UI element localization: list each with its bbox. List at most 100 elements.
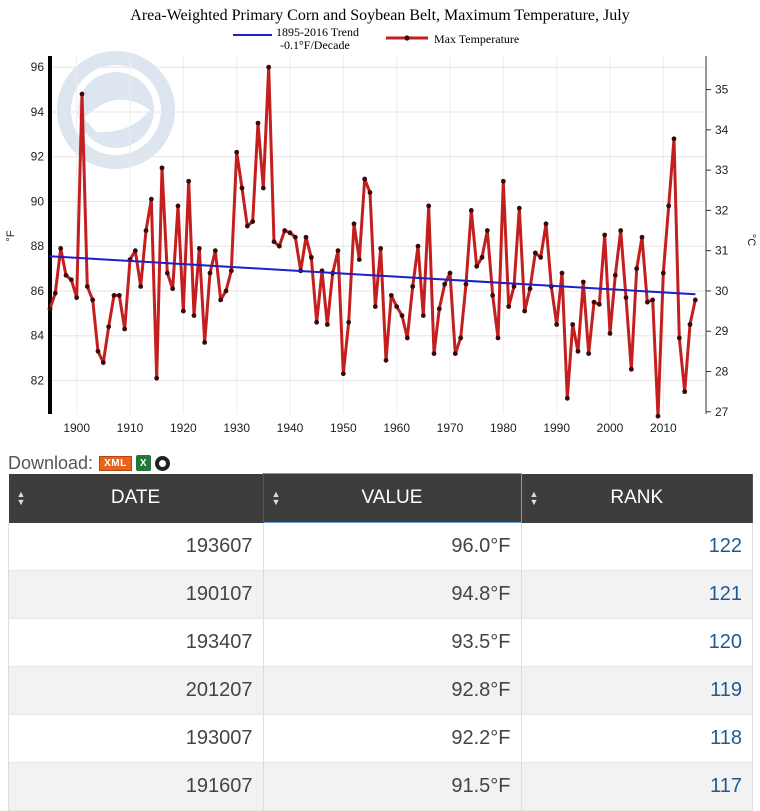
data-point bbox=[244, 223, 250, 229]
date-cell: 201207 bbox=[8, 666, 264, 715]
data-point bbox=[186, 178, 192, 184]
data-point bbox=[362, 176, 368, 182]
temperature-chart: Area-Weighted Primary Corn and Soybean B… bbox=[5, 7, 757, 435]
data-point bbox=[479, 254, 485, 260]
table-row: 191607 91.5°F 117 bbox=[8, 762, 753, 811]
data-point bbox=[90, 297, 96, 303]
right-tick-label: 28 bbox=[715, 364, 729, 378]
data-point bbox=[260, 185, 266, 191]
rank-cell: 117 bbox=[521, 762, 753, 811]
y-tick-label: 88 bbox=[31, 239, 45, 253]
data-point bbox=[687, 322, 693, 327]
data-point bbox=[474, 263, 480, 269]
date-cell: 193407 bbox=[8, 618, 264, 667]
table-header-row: ▲ ▼ DATE ▲ ▼ VALUE ▲ ▼ RANK bbox=[8, 473, 753, 523]
rank-cell: 118 bbox=[521, 714, 753, 763]
x-tick-label: 1940 bbox=[277, 421, 304, 435]
x-tick-label: 1990 bbox=[543, 421, 570, 435]
data-point bbox=[676, 335, 682, 341]
date-cell: 191607 bbox=[8, 762, 264, 811]
table-row: 193007 92.2°F 118 bbox=[8, 714, 753, 763]
data-point bbox=[618, 228, 624, 233]
data-point bbox=[180, 308, 186, 314]
data-point bbox=[84, 284, 90, 289]
data-point bbox=[623, 295, 629, 301]
data-point bbox=[655, 413, 661, 419]
x-tick-label: 1900 bbox=[63, 421, 90, 435]
x-tick-label: 1980 bbox=[490, 421, 517, 435]
x-tick-label: 1930 bbox=[223, 421, 250, 435]
x-tick-label: 1950 bbox=[330, 421, 357, 435]
column-header-label: VALUE bbox=[361, 487, 423, 508]
x-tick-label: 1960 bbox=[383, 421, 410, 435]
data-point bbox=[575, 348, 581, 354]
column-header-value[interactable]: ▲ ▼ VALUE bbox=[262, 473, 522, 523]
data-point bbox=[335, 248, 341, 254]
y-tick-label: 82 bbox=[31, 373, 45, 387]
data-point bbox=[666, 203, 672, 209]
data-point bbox=[346, 319, 352, 325]
data-point bbox=[442, 281, 448, 287]
data-point bbox=[522, 308, 528, 314]
rank-cell: 121 bbox=[521, 570, 753, 619]
data-point bbox=[218, 297, 224, 303]
data-point bbox=[511, 284, 517, 289]
legend-trend-label: 1895-2016 Trend bbox=[276, 25, 359, 39]
data-point bbox=[420, 313, 426, 318]
data-point bbox=[404, 335, 410, 341]
sort-icon: ▲ ▼ bbox=[16, 489, 26, 507]
data-point bbox=[282, 228, 288, 233]
data-point bbox=[394, 304, 400, 309]
column-header-date[interactable]: ▲ ▼ DATE bbox=[8, 473, 264, 523]
data-point bbox=[228, 268, 234, 274]
data-point bbox=[554, 322, 560, 327]
legend-trend-rate: -0.1°F/Decade bbox=[280, 38, 350, 52]
value-cell: 93.5°F bbox=[263, 618, 522, 667]
data-point bbox=[191, 313, 197, 318]
data-point bbox=[463, 281, 469, 287]
rank-cell: 120 bbox=[521, 618, 753, 667]
csv-download-button[interactable]: X bbox=[135, 455, 151, 471]
logo-bird bbox=[84, 99, 150, 133]
sort-icon: ▲ ▼ bbox=[271, 489, 281, 507]
data-point bbox=[68, 277, 74, 283]
data-point bbox=[159, 165, 165, 171]
download-row: Download: XML X bbox=[8, 452, 170, 474]
logo-ring bbox=[57, 51, 175, 169]
column-header-rank[interactable]: ▲ ▼ RANK bbox=[521, 473, 753, 523]
table-row: 193407 93.5°F 120 bbox=[8, 618, 753, 667]
data-point bbox=[154, 375, 160, 381]
data-point bbox=[111, 293, 117, 298]
data-point bbox=[164, 270, 170, 276]
data-point bbox=[650, 297, 656, 303]
data-point bbox=[410, 284, 416, 289]
data-point bbox=[79, 91, 85, 97]
xml-download-button[interactable]: XML bbox=[99, 455, 132, 471]
data-point bbox=[458, 335, 464, 341]
data-point bbox=[452, 351, 458, 356]
data-point bbox=[239, 185, 245, 191]
data-point bbox=[495, 335, 501, 341]
data-point bbox=[692, 297, 698, 303]
right-tick-label: 34 bbox=[715, 123, 729, 137]
data-point bbox=[63, 272, 69, 278]
sort-icon: ▲ ▼ bbox=[529, 489, 539, 507]
json-download-button[interactable] bbox=[154, 455, 170, 471]
data-point bbox=[388, 293, 394, 298]
data-table: ▲ ▼ DATE ▲ ▼ VALUE ▲ ▼ RANK 193607 96.0°F 122 … bbox=[8, 473, 753, 811]
data-point bbox=[660, 270, 666, 276]
data-point bbox=[628, 366, 634, 372]
data-point bbox=[250, 219, 256, 224]
data-point bbox=[527, 286, 533, 292]
data-point bbox=[196, 246, 202, 251]
value-cell: 91.5°F bbox=[263, 762, 522, 811]
data-point bbox=[324, 322, 330, 327]
data-point bbox=[255, 120, 261, 126]
data-point bbox=[367, 190, 373, 195]
data-point bbox=[292, 234, 298, 240]
x-tick-label: 1970 bbox=[437, 421, 464, 435]
data-point bbox=[234, 149, 240, 155]
y-axis-label-left: °F bbox=[5, 230, 17, 241]
data-point bbox=[612, 272, 618, 278]
chart-container: Area-Weighted Primary Corn and Soybean B… bbox=[5, 7, 757, 435]
